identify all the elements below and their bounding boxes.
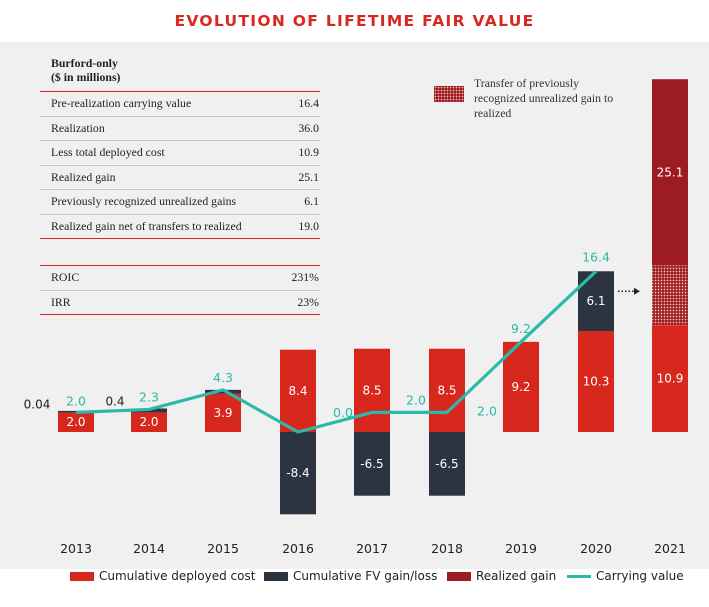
table-row-label: Pre-realization carrying value <box>51 96 192 111</box>
bar-transfer-2021 <box>652 265 688 326</box>
transfer-arrow-head <box>634 287 640 295</box>
line-label-carrying-2017: 2.0 <box>406 392 426 407</box>
bar-label-deployed-2019: 9.2 <box>511 380 530 394</box>
bar-fv-2018 <box>429 432 465 496</box>
bar-label-fv-2014: 0.4 <box>105 394 124 408</box>
x-tick-2013: 2013 <box>60 541 92 556</box>
metric-value: 231% <box>291 270 319 285</box>
transfer-note-text: Transfer of previously recognized unreal… <box>474 76 614 120</box>
legend-item-fv: Cumulative FV gain/loss <box>264 569 437 583</box>
x-tick-2020: 2020 <box>580 541 612 556</box>
bar-fv-2017 <box>354 432 390 496</box>
legend-swatch-fv <box>264 571 288 581</box>
bar-deployed-2015 <box>205 393 241 432</box>
metric-value: 23% <box>297 294 319 309</box>
table-row-value: 10.9 <box>298 145 319 160</box>
table-header-units: ($ in millions) <box>51 70 121 84</box>
line-label-carrying-2019: 9.2 <box>511 321 531 336</box>
table-row-label: Previously recognized unrealized gains <box>51 194 237 209</box>
carrying-value-line <box>75 270 598 434</box>
transfer-swatch <box>434 86 464 102</box>
legend-item-realized: Realized gain <box>447 569 556 583</box>
bar-fv-2016 <box>280 432 316 515</box>
legend-swatch-deployed <box>70 571 94 581</box>
table-row-value: 19.0 <box>298 218 319 233</box>
line-label-carrying-2016: 0.0 <box>333 405 353 420</box>
legend-label-deployed: Cumulative deployed cost <box>99 569 256 583</box>
table-row: Realization 36.0 <box>40 117 320 141</box>
bar-label-deployed-2020: 10.3 <box>583 375 610 389</box>
table-row-value: 36.0 <box>298 120 319 135</box>
bar-deployed-2017 <box>354 348 390 432</box>
legend-item-deployed: Cumulative deployed cost <box>70 569 255 583</box>
legend-swatch-carrying <box>567 574 591 578</box>
bar-deployed-2016 <box>280 349 316 432</box>
x-tick-2018: 2018 <box>431 541 463 556</box>
bar-deployed-2018 <box>429 348 465 432</box>
bar-label-deployed-2021: 10.9 <box>657 372 684 386</box>
bar-label-deployed-2013: 2.0 <box>66 415 85 429</box>
table-row: Less total deployed cost 10.9 <box>40 141 320 166</box>
x-tick-2014: 2014 <box>133 541 165 556</box>
metric-label: IRR <box>51 294 71 309</box>
bar-label-deployed-2014: 2.0 <box>139 415 158 429</box>
x-tick-2017: 2017 <box>356 541 388 556</box>
bar-realized-2021 <box>652 79 688 266</box>
legend-label-realized: Realized gain <box>476 569 557 583</box>
bar-label-fv-2013: 0.04 <box>24 397 51 411</box>
burford-summary-table: Burford-only ($ in millions) Pre-realiza… <box>40 56 320 315</box>
table-row-value: 25.1 <box>298 169 319 184</box>
table-row: Previously recognized unrealized gains 6.… <box>40 190 320 215</box>
table-row-value: 6.1 <box>304 194 319 209</box>
transfer-note: Transfer of previously recognized unreal… <box>434 76 624 121</box>
table-row: Realized gain net of transfers to realiz… <box>40 215 320 239</box>
legend-item-carrying: Carrying value <box>567 569 684 583</box>
bar-label-fv-2016: -8.4 <box>286 466 309 480</box>
bar-label-fv-2017: -6.5 <box>360 457 383 471</box>
legend-label-carrying: Carrying value <box>596 569 684 583</box>
table-row-label: Realized gain net of transfers to realiz… <box>51 218 242 233</box>
table-metric-row: IRR 23% <box>40 291 320 315</box>
line-label-carrying-2014: 2.3 <box>139 389 159 404</box>
chart-title: EVOLUTION OF LIFETIME FAIR VALUE <box>174 12 535 30</box>
bar-label-fv-2020: 6.1 <box>586 294 605 308</box>
legend-swatch-realized <box>447 571 471 581</box>
bar-deployed-2013 <box>58 412 94 432</box>
legend-label-fv: Cumulative FV gain/loss <box>293 569 438 583</box>
table-row: Realized gain 25.1 <box>40 166 320 190</box>
line-label-carrying-2015: 4.3 <box>213 370 233 385</box>
table-row-value: 16.4 <box>298 96 319 111</box>
x-tick-2016: 2016 <box>282 541 314 556</box>
table-row: Pre-realization carrying value 16.4 <box>40 92 320 117</box>
table-row-label: Less total deployed cost <box>51 145 165 160</box>
table-header-title: Burford-only <box>51 56 118 70</box>
table-row-label: Realized gain <box>51 169 116 184</box>
table-metric-row: ROIC 231% <box>40 266 320 291</box>
x-tick-2019: 2019 <box>505 541 537 556</box>
bar-label-deployed-2018: 8.5 <box>437 383 456 397</box>
bar-deployed-2019 <box>503 341 539 432</box>
bar-label-realized-2021: 25.1 <box>657 165 684 179</box>
bar-fv-2015 <box>205 389 241 394</box>
table-row-label: Realization <box>51 120 105 135</box>
x-tick-2015: 2015 <box>207 541 239 556</box>
chart-legend: Cumulative deployed cost Cumulative FV g… <box>0 569 709 587</box>
bar-label-deployed-2016: 8.4 <box>288 384 307 398</box>
metric-label: ROIC <box>51 270 80 285</box>
bar-deployed-2014 <box>131 412 167 432</box>
bar-label-deployed-2015: 3.9 <box>213 406 232 420</box>
bar-deployed-2021 <box>652 325 688 432</box>
line-label-carrying-2018: 2.0 <box>477 403 497 418</box>
bar-label-deployed-2017: 8.5 <box>362 383 381 397</box>
x-tick-2021: 2021 <box>654 541 686 556</box>
line-label-carrying-2013: 2.0 <box>66 393 86 408</box>
line-label-carrying-2020: 16.4 <box>582 249 610 264</box>
bar-label-fv-2018: -6.5 <box>435 457 458 471</box>
bar-deployed-2020 <box>578 331 614 432</box>
